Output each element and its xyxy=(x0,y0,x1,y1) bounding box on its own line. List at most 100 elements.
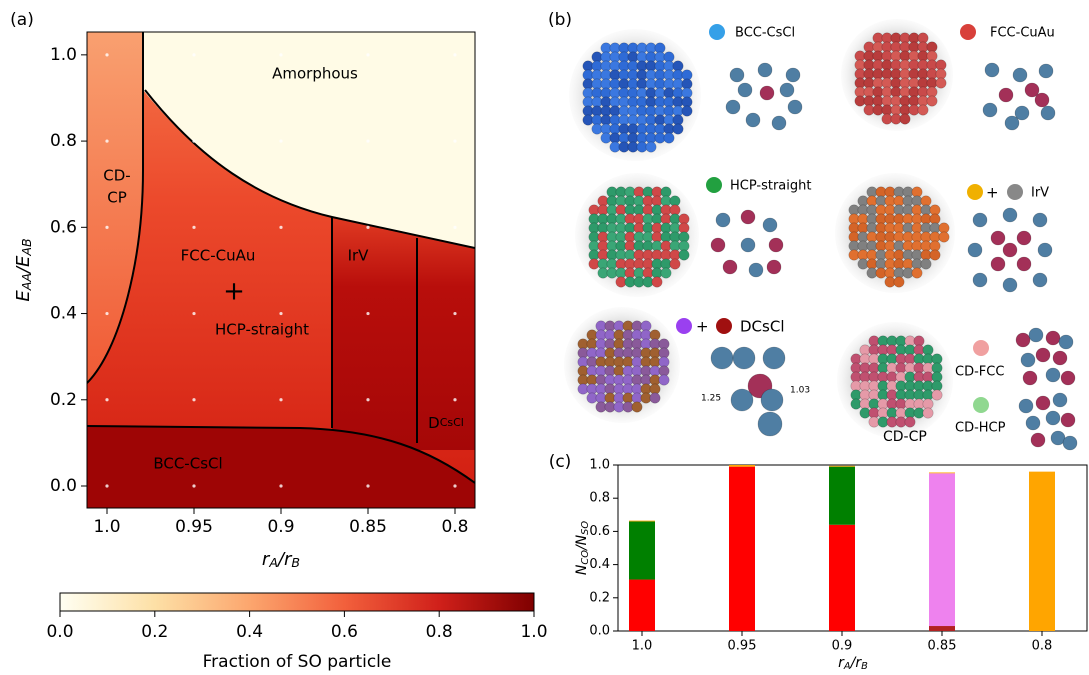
marker: + xyxy=(223,277,245,307)
atom xyxy=(1036,396,1050,410)
axis-label: NCO/NSO xyxy=(574,521,591,575)
atom xyxy=(1005,116,1019,130)
atom xyxy=(1063,436,1077,450)
x-tick-label: 0.85 xyxy=(349,517,387,537)
atom xyxy=(741,238,755,252)
atom xyxy=(786,68,800,82)
atom xyxy=(711,238,725,252)
x-tick-label: 0.95 xyxy=(728,639,757,654)
grid-dot xyxy=(105,312,108,315)
structure-label: CD-FCC xyxy=(955,365,1004,380)
atom xyxy=(1036,348,1050,362)
atom xyxy=(1017,231,1031,245)
label-part: E xyxy=(13,290,34,302)
region-label: Amorphous xyxy=(272,65,358,83)
structure-label: 1.03 xyxy=(790,386,810,396)
grid-dot xyxy=(453,226,456,229)
y-tick-label: 1.0 xyxy=(589,458,610,473)
atom xyxy=(1017,257,1031,271)
atom xyxy=(664,133,674,143)
atom xyxy=(758,63,772,77)
atom xyxy=(1003,278,1017,292)
legend-dot xyxy=(716,318,732,334)
axis-label: rA/rB xyxy=(262,549,300,570)
y-tick-label: 0.4 xyxy=(50,304,77,324)
colorbar xyxy=(60,593,534,611)
grid-dot xyxy=(453,312,456,315)
x-tick-label: 0.8 xyxy=(441,517,468,537)
label-part: /N xyxy=(574,534,590,552)
bar-segment xyxy=(929,626,955,631)
atom xyxy=(918,105,928,115)
atom xyxy=(999,88,1013,102)
grid-dot xyxy=(105,398,108,401)
y-tick-label: 0.0 xyxy=(50,476,77,496)
atom xyxy=(1061,371,1075,385)
structure-label: DCsCl xyxy=(740,318,784,336)
atom xyxy=(726,100,740,114)
x-tick-label: 0.95 xyxy=(175,517,213,537)
label-part: /E xyxy=(13,255,34,275)
bar-segment xyxy=(629,521,655,579)
grid-dot xyxy=(192,398,195,401)
atom xyxy=(650,393,660,403)
panel-label: (b) xyxy=(548,10,572,30)
panel-label: (a) xyxy=(10,10,34,30)
atom xyxy=(973,213,987,227)
atom xyxy=(749,263,763,277)
atom xyxy=(1061,413,1075,427)
plus: + xyxy=(696,318,709,336)
atom xyxy=(1003,243,1017,257)
atom xyxy=(1013,68,1027,82)
colorbar-tick-label: 0.6 xyxy=(331,622,358,642)
colorbar-tick-label: 0.0 xyxy=(46,622,73,642)
y-tick-label: 0.4 xyxy=(589,557,610,572)
label-part: D xyxy=(428,414,440,432)
atom xyxy=(985,63,999,77)
x-tick-label: 0.9 xyxy=(267,517,294,537)
atom xyxy=(763,218,777,232)
atom xyxy=(661,268,671,278)
grid-dot xyxy=(366,53,369,56)
legend-dot xyxy=(973,340,989,356)
atom xyxy=(1023,371,1037,385)
grid-dot xyxy=(366,484,369,487)
grid-dot xyxy=(192,226,195,229)
atom xyxy=(1046,411,1060,425)
atom xyxy=(741,210,755,224)
atom xyxy=(1019,399,1033,413)
x-tick-label: 0.85 xyxy=(928,639,957,654)
grid-dot xyxy=(366,312,369,315)
atom xyxy=(772,116,786,130)
legend-dot xyxy=(960,24,976,40)
atom xyxy=(900,114,910,124)
grid-dot xyxy=(279,139,282,142)
grid-dot xyxy=(453,398,456,401)
region-label: FCC-CuAu xyxy=(181,247,256,265)
atom xyxy=(670,259,680,269)
y-tick-label: 0.6 xyxy=(50,217,77,237)
atom xyxy=(894,277,904,287)
grid-dot xyxy=(279,398,282,401)
y-tick-label: 0.2 xyxy=(50,390,77,410)
grid-dot xyxy=(105,53,108,56)
x-tick-label: 1.0 xyxy=(93,517,120,537)
subscript: CO xyxy=(580,550,591,565)
structure-label: CD-HCP xyxy=(955,421,1006,436)
atom xyxy=(1029,328,1043,342)
region-label: BCC-CsCl xyxy=(153,455,222,473)
subscript: B xyxy=(291,555,300,570)
structure-label: BCC-CsCl xyxy=(735,26,795,41)
legend-dot xyxy=(706,177,722,193)
plus: + xyxy=(986,184,999,202)
structure-label: FCC-CuAu xyxy=(990,26,1055,41)
colorbar-tick-label: 1.0 xyxy=(520,622,547,642)
atom xyxy=(1046,368,1060,382)
subscript: CsCl xyxy=(440,416,464,429)
grid-dot xyxy=(192,484,195,487)
atom xyxy=(738,83,752,97)
bar-segment xyxy=(829,467,855,525)
atom xyxy=(763,347,785,369)
grid-dot xyxy=(279,484,282,487)
structure-label: 1.25 xyxy=(701,394,721,404)
